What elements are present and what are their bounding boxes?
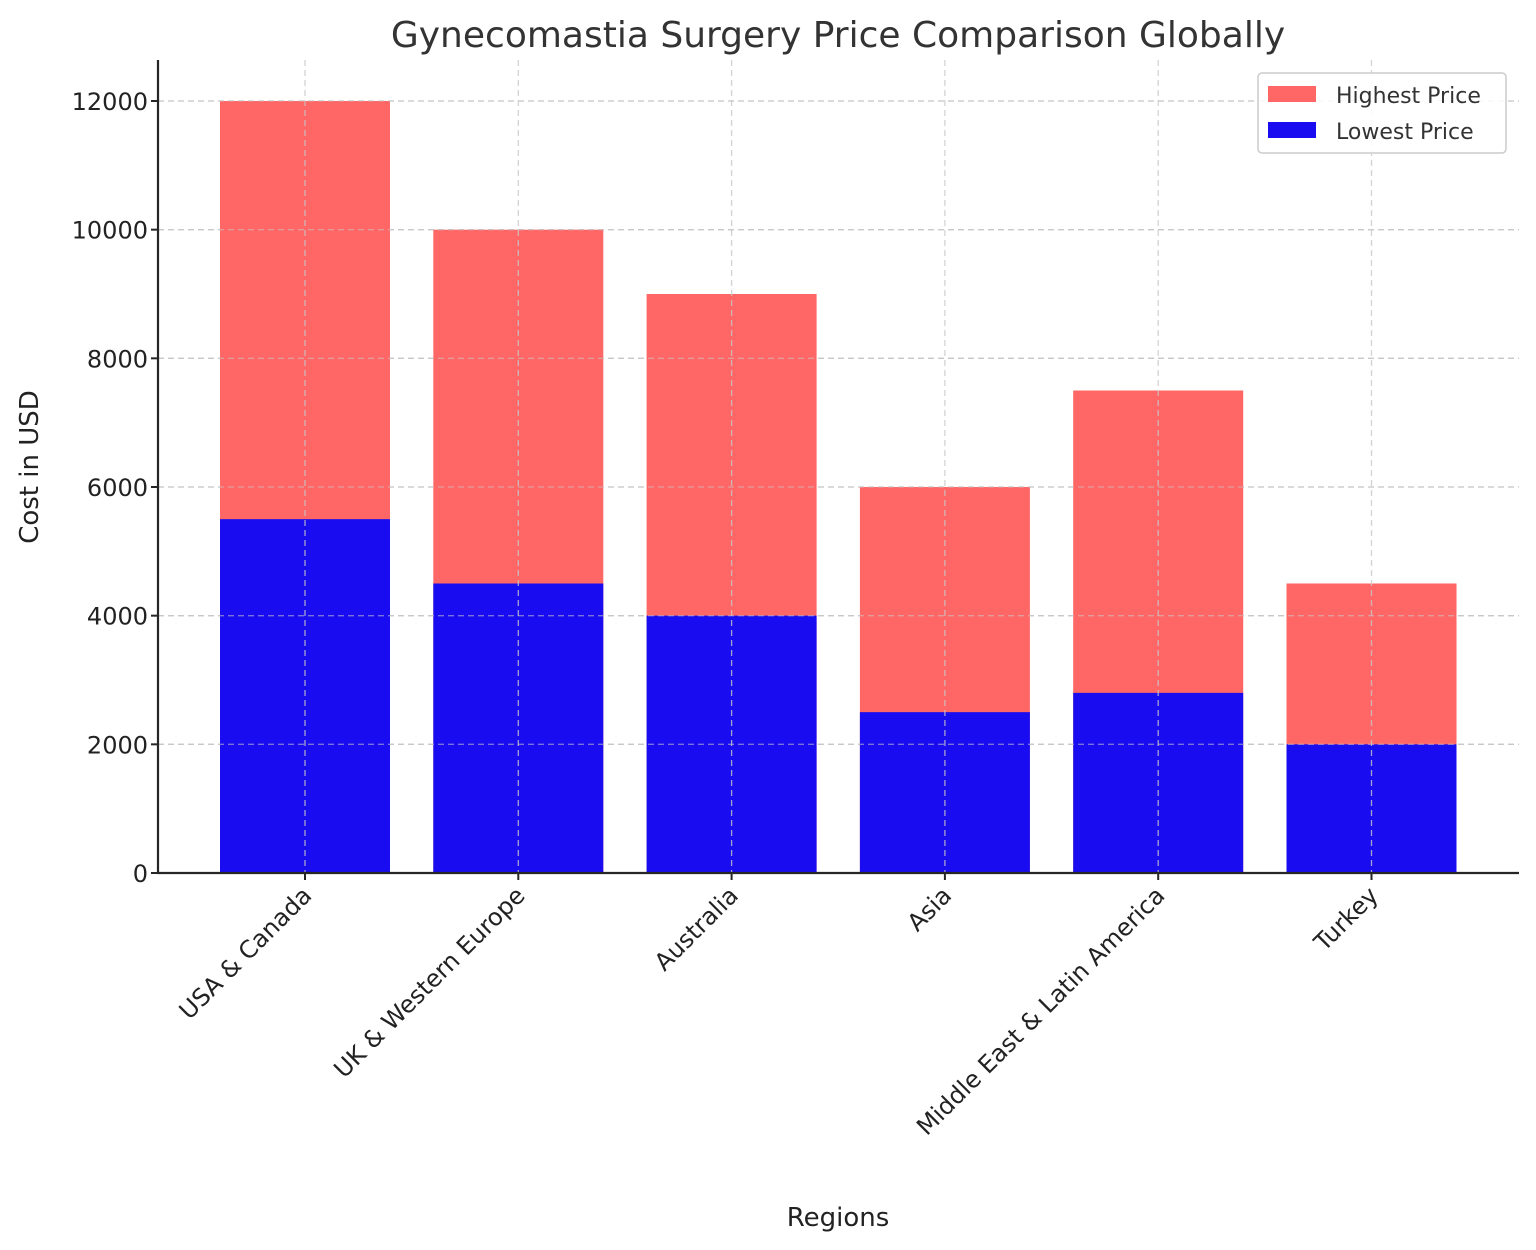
chart-title: Gynecomastia Surgery Price Comparison Gl…: [391, 15, 1285, 56]
y-axis-label: Cost in USD: [15, 390, 45, 544]
bar-lowest-price: [433, 583, 604, 873]
x-tick-label: Asia: [902, 881, 957, 936]
legend: Highest Price Lowest Price: [1257, 72, 1507, 154]
y-tick-label: 12000: [72, 88, 148, 116]
x-tick-label: Middle East & Latin America: [911, 881, 1170, 1140]
y-tick-label: 6000: [87, 474, 148, 502]
legend-swatch-highest-price: [1268, 86, 1316, 102]
y-tick-label: 10000: [72, 217, 148, 245]
x-tick-label: USA & Canada: [174, 881, 318, 1025]
legend-label-lowest-price: Lowest Price: [1336, 120, 1474, 145]
legend-label-highest-price: Highest Price: [1336, 84, 1481, 109]
x-tick-label: Turkey: [1308, 881, 1384, 957]
x-axis-label: Regions: [787, 1203, 890, 1233]
y-ticks: 0 2000 4000 6000 8000 10000 12000: [72, 88, 158, 888]
x-tick-label: Australia: [649, 881, 744, 976]
y-tick-label: 0: [133, 860, 148, 888]
y-tick-label: 4000: [87, 603, 148, 631]
legend-swatch-lowest-price: [1268, 122, 1316, 138]
y-tick-label: 8000: [87, 345, 148, 373]
x-tick-label: UK & Western Europe: [328, 881, 530, 1083]
axes-layer: [156, 60, 1519, 875]
legend-frame: [1257, 72, 1507, 154]
x-ticks: USA & Canada UK & Western Europe Australia…: [174, 873, 1384, 1141]
y-tick-label: 2000: [87, 731, 148, 759]
